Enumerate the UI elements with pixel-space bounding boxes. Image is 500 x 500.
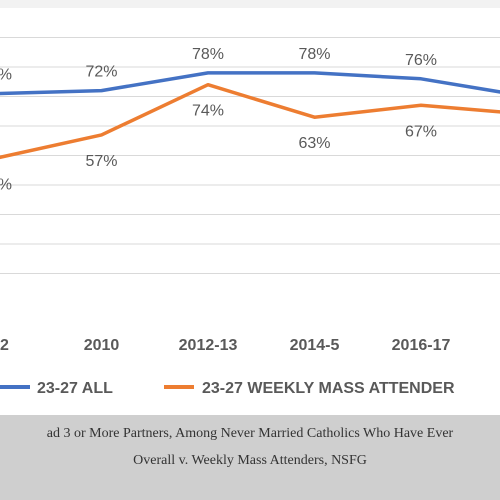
data-label-all: 78%	[298, 46, 330, 63]
caption-line-1: ad 3 or More Partners, Among Never Marri…	[46, 426, 454, 441]
data-label-all: 76%	[405, 52, 437, 69]
chart-top-border	[0, 0, 500, 8]
data-label-weekly: %	[0, 176, 12, 193]
caption-line-2: Overall v. Weekly Mass Attenders, NSFG	[133, 453, 367, 468]
data-label-weekly: 57%	[85, 153, 117, 170]
data-label-all: 72%	[85, 64, 117, 81]
data-label-all: 78%	[192, 46, 224, 63]
legend-label-weekly: 23-27 WEEKLY MASS ATTENDER	[202, 380, 455, 397]
series-lines	[0, 71, 500, 160]
figure-caption: ad 3 or More Partners, Among Never Marri…	[0, 415, 500, 500]
x-tick-label: 2016-17	[392, 337, 451, 354]
data-label-weekly: 74%	[192, 103, 224, 120]
data-label-weekly: 67%	[405, 123, 437, 140]
x-axis-tick-labels: 2 2010 2012-13 2014-5 2016-17	[0, 337, 450, 354]
data-label-all: %	[0, 67, 12, 84]
x-tick-label: 2010	[84, 337, 120, 354]
gridlines	[0, 37, 500, 274]
x-tick-label: 2014-5	[290, 337, 340, 354]
legend: 23-27 ALL 23-27 WEEKLY MASS ATTENDER	[0, 380, 455, 397]
x-tick-label: 2012-13	[179, 337, 238, 354]
series-line-weekly	[0, 82, 500, 160]
data-labels: % 72% 78% 78% 76%% 57% 74% 63% 67%	[0, 46, 437, 194]
data-label-weekly: 63%	[298, 135, 330, 152]
x-tick-label: 2	[0, 337, 9, 354]
legend-label-all: 23-27 ALL	[37, 380, 113, 397]
series-line-all	[0, 71, 500, 96]
